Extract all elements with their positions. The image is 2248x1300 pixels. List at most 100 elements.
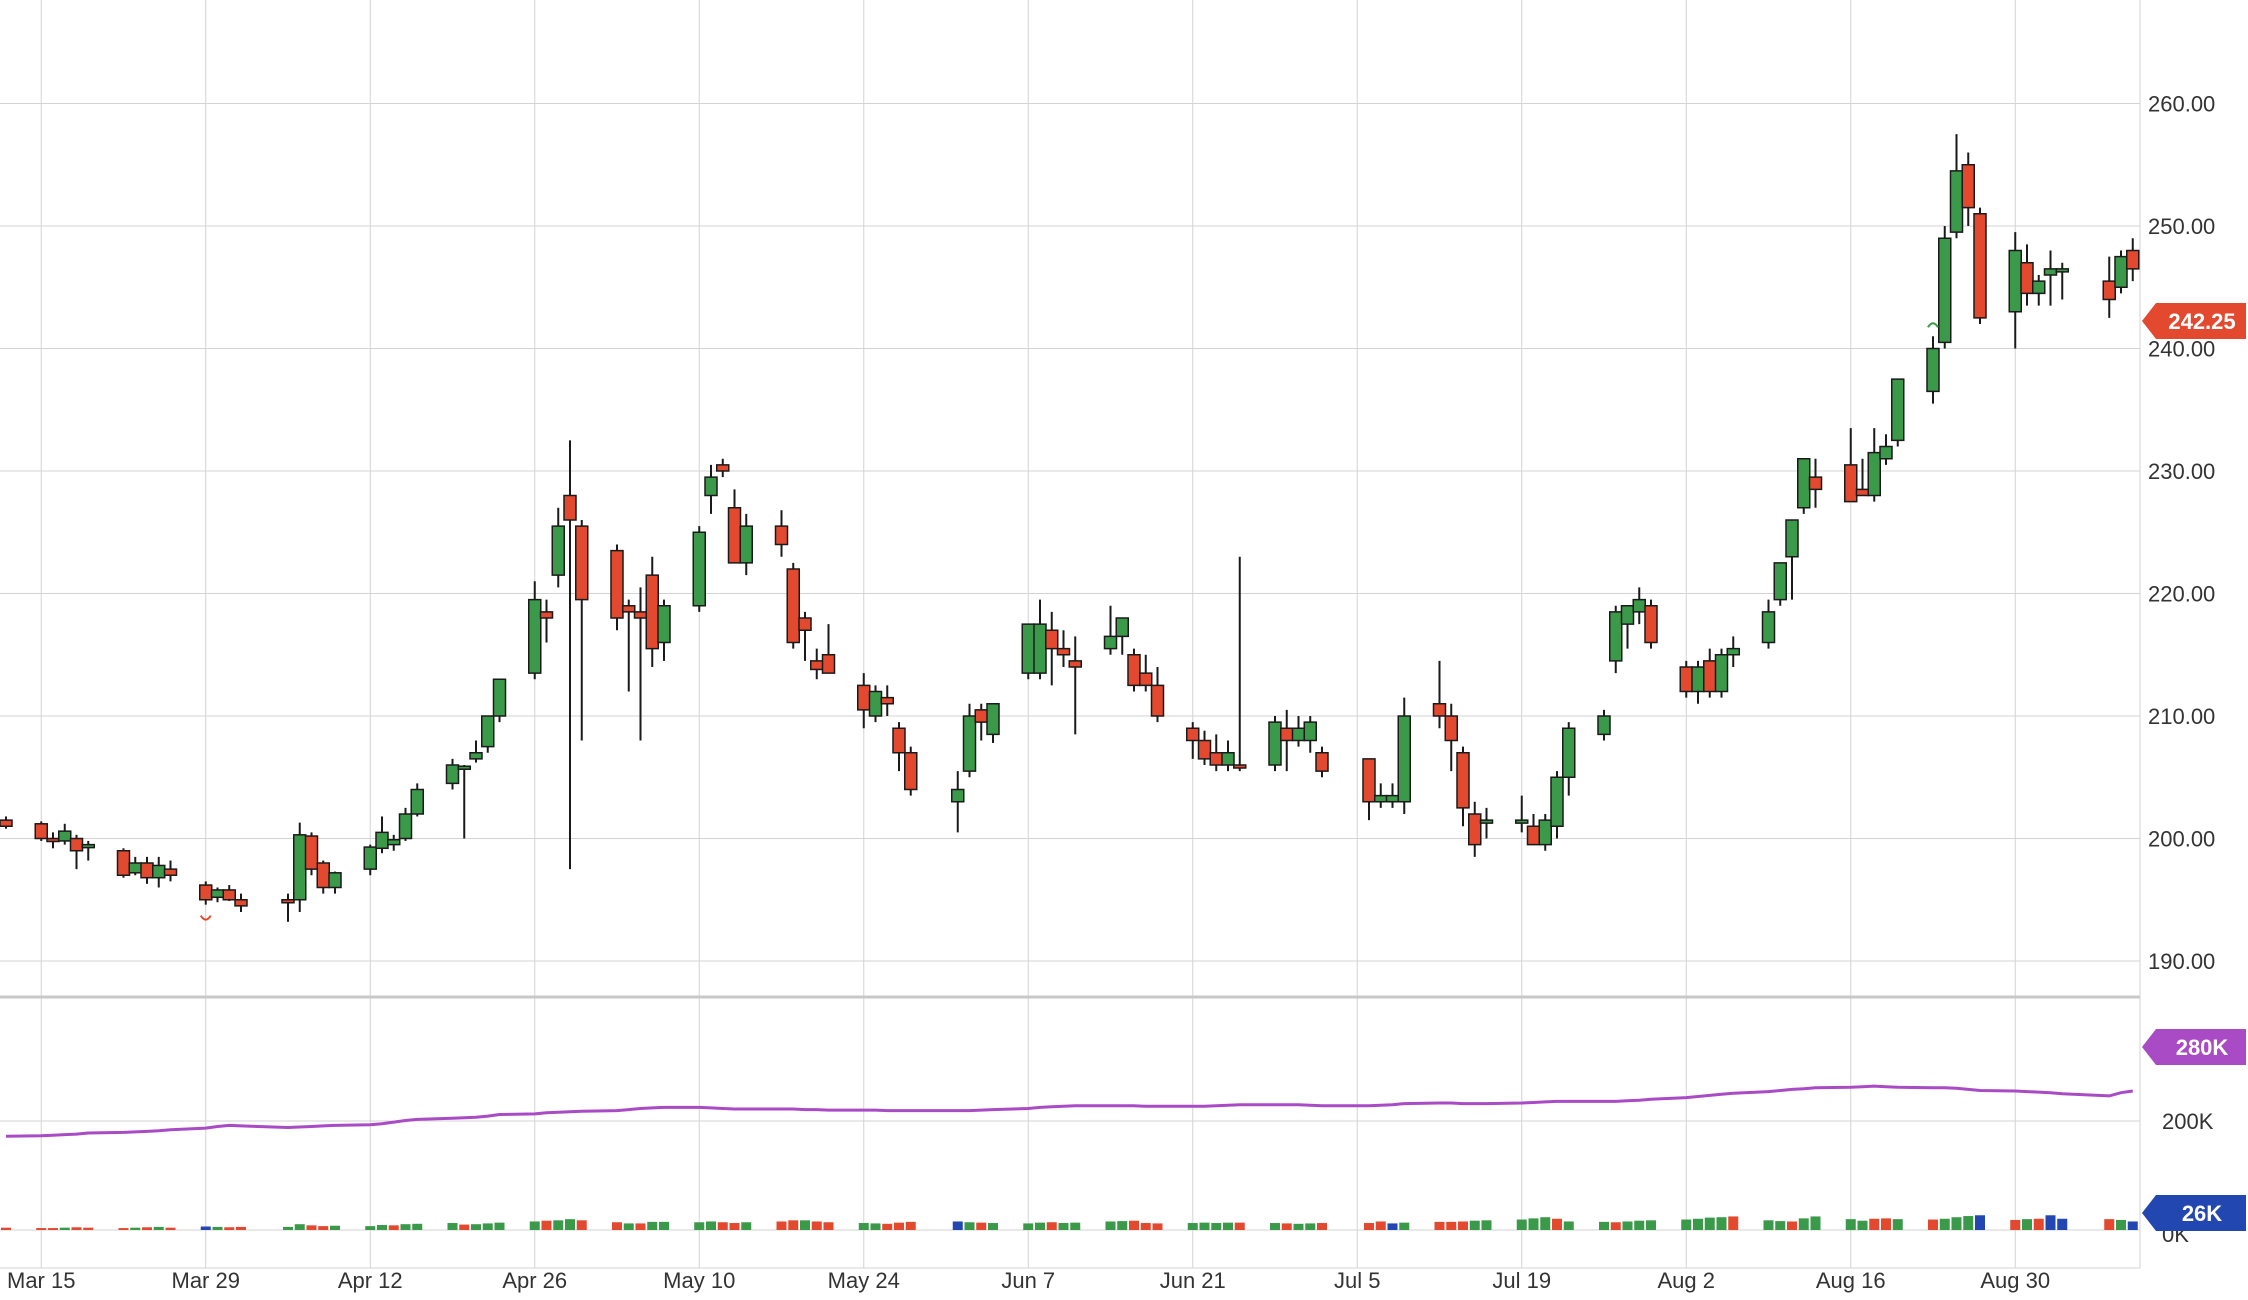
volume-bar [1763,1220,1774,1230]
volume-bar [541,1220,552,1230]
candle-body [1186,727,1200,742]
volume-bar [823,1222,834,1230]
candle [1538,814,1552,851]
candle [1139,654,1153,692]
volume-bar [1563,1221,1574,1230]
candle [304,832,319,876]
volume-bar [165,1227,176,1230]
candle-body [892,727,906,754]
candle [1186,722,1200,759]
volume-bar [1634,1220,1645,1230]
volume-bar [118,1228,129,1230]
candle-body [1045,629,1059,650]
candle [622,599,636,692]
candle-body [34,823,48,840]
candle-body [1632,598,1646,613]
volume-bar [236,1226,246,1230]
candle [222,885,236,901]
candle-body [657,605,671,644]
volume-bar [2022,1219,2032,1230]
volume-bar [565,1219,575,1230]
candle [1879,434,1893,465]
candle-body [304,835,319,870]
candle-body [1374,794,1388,803]
candle [1973,207,1987,324]
candle [1679,660,1693,698]
candle [1127,648,1141,692]
candle-body [1726,647,1740,656]
volume-bar [1446,1221,1457,1230]
volume-bar [412,1223,423,1230]
candle [633,587,648,741]
candle-body [692,531,706,607]
candle [1891,378,1905,447]
volume-bar [623,1223,634,1230]
candle-body [610,549,624,619]
candle [1280,709,1294,772]
candle-body [563,494,577,521]
candle [481,715,495,753]
candle [904,746,918,796]
volume-bar [1458,1221,1468,1230]
volume-bar [776,1221,787,1230]
y-tick-label: 260.00 [2148,92,2215,117]
candle [1303,716,1317,753]
candle-body [316,862,330,889]
candle-body [152,864,166,879]
candle [398,807,413,841]
volume-bar [858,1223,869,1230]
volume-bar [870,1223,881,1230]
volume-bar [788,1220,799,1230]
candle [1855,458,1870,497]
candle-body [2102,280,2116,301]
volume-bar [1610,1222,1621,1230]
volume-bar [1963,1216,1974,1230]
volume-bar [729,1223,740,1230]
candle [316,860,330,894]
candle [492,678,507,723]
volume-bar [1199,1222,1210,1230]
volume-bar [48,1228,58,1230]
volume-bar [576,1220,587,1230]
volume-bar [2057,1218,2068,1230]
candle [469,740,483,763]
volume-bar [36,1228,47,1230]
candle [1397,697,1411,814]
last-price-badge-text: 242.25 [2168,309,2235,334]
volume-average-badge-text: 280K [2176,1035,2229,1060]
candle-body [622,605,636,613]
candle-body [2043,268,2058,276]
candle-body [199,884,213,901]
candle [528,581,542,680]
candle [293,822,307,912]
candle-body [1515,819,1529,824]
candle [1867,428,1881,502]
candle-body [128,862,142,874]
candle [1644,599,1658,649]
candle [1632,587,1646,625]
candle-body [727,507,742,564]
volume-bar [1716,1217,1727,1230]
volume-bar [71,1227,82,1230]
volume-bar [1140,1223,1151,1230]
candle [1797,458,1811,514]
volume-bar [1152,1223,1163,1230]
candle [445,758,460,790]
candle [1761,599,1776,649]
candle [1056,630,1071,667]
volume-bar [988,1223,998,1230]
y-tick-label: 200.00 [2148,827,2215,852]
candle [1033,599,1047,680]
volume-bar [1481,1220,1492,1230]
candle [1938,226,1952,349]
swing-low-mark [199,915,212,921]
candle [1432,660,1447,729]
candle-body [645,574,659,650]
candle-body [116,850,131,876]
candle [1374,783,1388,808]
candle [69,834,84,870]
candle [410,783,424,817]
candle-body [1280,727,1294,742]
y-tick-label: 250.00 [2148,214,2215,239]
